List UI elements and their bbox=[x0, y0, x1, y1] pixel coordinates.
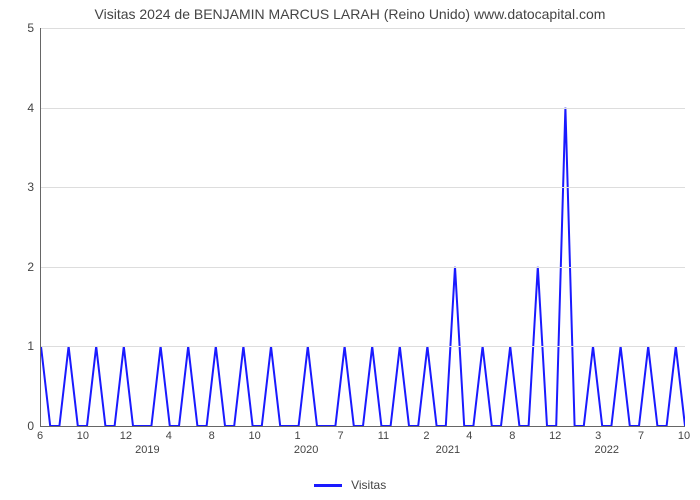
gridline bbox=[41, 187, 685, 188]
x-tick-label: 12 bbox=[549, 430, 561, 442]
gridline bbox=[41, 108, 685, 109]
legend: Visitas bbox=[0, 478, 700, 492]
gridline bbox=[41, 346, 685, 347]
x-year-label: 2022 bbox=[594, 444, 618, 456]
x-year-label: 2019 bbox=[135, 444, 159, 456]
chart-container: Visitas 2024 de BENJAMIN MARCUS LARAH (R… bbox=[0, 0, 700, 500]
gridline bbox=[41, 28, 685, 29]
y-tick-label: 5 bbox=[6, 21, 34, 35]
y-tick-label: 3 bbox=[6, 180, 34, 194]
x-tick-label: 4 bbox=[466, 430, 472, 442]
y-tick-label: 2 bbox=[6, 260, 34, 274]
x-tick-label: 10 bbox=[77, 430, 89, 442]
x-tick-label: 12 bbox=[120, 430, 132, 442]
x-tick-label: 8 bbox=[509, 430, 515, 442]
x-tick-label: 8 bbox=[209, 430, 215, 442]
x-tick-label: 2 bbox=[423, 430, 429, 442]
x-tick-label: 6 bbox=[37, 430, 43, 442]
x-year-label: 2020 bbox=[294, 444, 318, 456]
x-year-label: 2021 bbox=[436, 444, 460, 456]
legend-swatch bbox=[314, 484, 342, 487]
chart-title: Visitas 2024 de BENJAMIN MARCUS LARAH (R… bbox=[0, 6, 700, 22]
x-tick-label: 7 bbox=[638, 430, 644, 442]
y-tick-label: 4 bbox=[6, 101, 34, 115]
plot-area bbox=[40, 28, 685, 427]
gridline bbox=[41, 267, 685, 268]
x-tick-label: 11 bbox=[378, 430, 389, 442]
x-tick-label: 4 bbox=[166, 430, 172, 442]
chart-svg bbox=[41, 28, 685, 426]
x-tick-label: 1 bbox=[295, 430, 301, 442]
x-tick-label: 10 bbox=[678, 430, 690, 442]
x-tick-label: 7 bbox=[337, 430, 343, 442]
y-tick-label: 1 bbox=[6, 339, 34, 353]
x-tick-label: 10 bbox=[249, 430, 261, 442]
legend-label: Visitas bbox=[351, 478, 386, 492]
x-tick-label: 3 bbox=[595, 430, 601, 442]
y-tick-label: 0 bbox=[6, 419, 34, 433]
